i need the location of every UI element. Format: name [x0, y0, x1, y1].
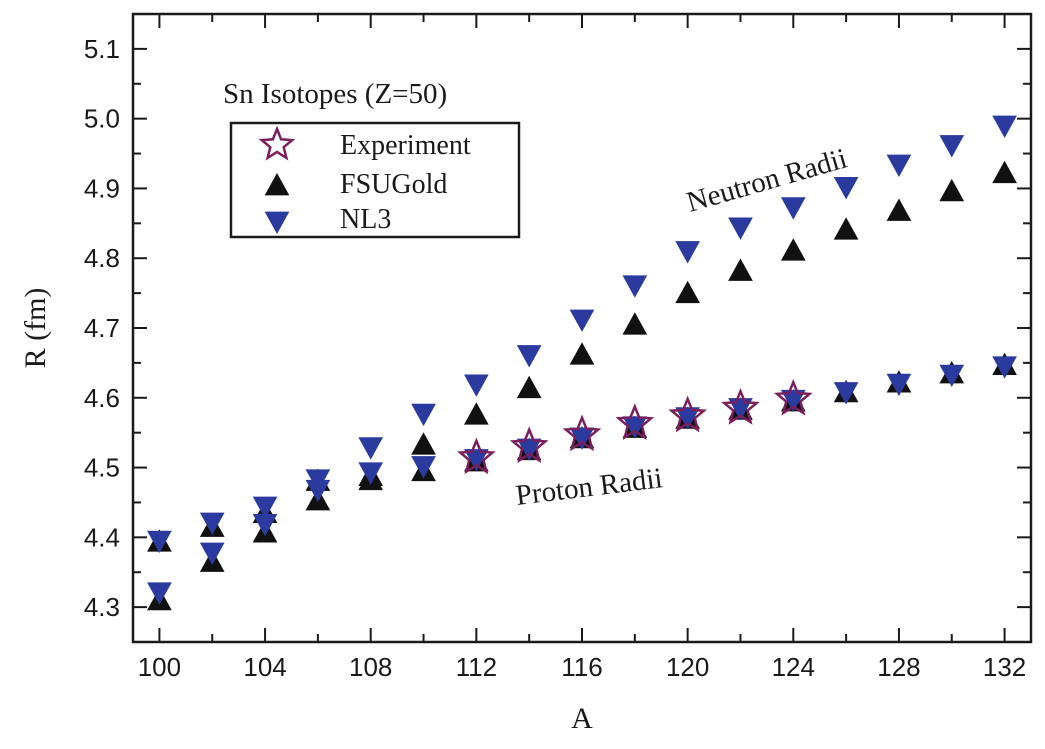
fsugold-point: [675, 280, 700, 304]
y-tick-label: 5.1: [84, 34, 120, 64]
x-tick-label: 108: [349, 652, 392, 682]
nl3-point: [569, 309, 595, 332]
legend-marker-experiment: [258, 125, 296, 161]
tick-labels: 100 104 108 112 116 120 124 128 132 4.3 4.4 4.5 4.6 4…: [84, 34, 1026, 682]
nl3-point: [305, 479, 331, 503]
y-tick-label: 4.5: [84, 453, 120, 483]
legend-label-fsugold: FSUGold: [340, 169, 447, 200]
y-tick-label: 5.0: [84, 104, 120, 134]
x-tick-label: 132: [983, 652, 1026, 682]
nl3-point: [569, 427, 595, 450]
nl3-point: [939, 364, 965, 388]
legend-label-experiment: Experiment: [340, 130, 471, 161]
legend-label-nl3: NL3: [340, 204, 391, 235]
experiment-point: [457, 437, 496, 475]
plot-frame: [131, 12, 1033, 644]
nl3-point: [464, 374, 489, 397]
x-tick-label: 116: [561, 652, 602, 682]
nl3-point: [833, 176, 859, 200]
fsugold-point: [833, 217, 859, 240]
x-tick-label: 124: [772, 652, 815, 682]
fsugold-point: [992, 160, 1017, 184]
x-tick-label: 112: [456, 652, 497, 682]
nl3-point: [252, 514, 278, 537]
fsugold-point: [569, 342, 595, 365]
tick-marks: [133, 13, 1031, 643]
experiment-point: [668, 395, 707, 433]
experiment-point: [615, 403, 655, 440]
nl3-point: [622, 416, 648, 439]
nl3-point: [464, 449, 489, 472]
nl3-point: [516, 438, 542, 462]
nl3-point: [411, 403, 436, 427]
x-tick-label: 120: [666, 652, 709, 682]
fsugold-point: [728, 258, 753, 281]
nl3-point: [992, 115, 1017, 138]
nl3-point: [833, 382, 859, 405]
nl3-point: [675, 407, 700, 430]
nl3-point: [252, 496, 278, 519]
nl3-point: [199, 512, 225, 535]
experiment-point: [562, 414, 602, 452]
legend-marker-nl3: [264, 211, 290, 234]
annotation-neutron-radii: Neutron Radii: [683, 142, 851, 218]
fsugold-point: [411, 432, 436, 455]
nl3-point: [147, 530, 172, 554]
nl3-point: [780, 389, 806, 413]
legend: Experiment FSUGold NL3: [229, 121, 521, 239]
x-tick-label: 100: [138, 652, 181, 682]
fsugold-point: [780, 238, 806, 261]
x-tick-label: 128: [877, 652, 920, 682]
nl3-point: [358, 437, 384, 460]
y-tick-label: 4.3: [84, 592, 120, 622]
nl3-point: [780, 197, 806, 220]
y-tick-label: 4.9: [84, 173, 120, 203]
nl3-point: [622, 275, 648, 298]
nl3-point: [886, 373, 912, 397]
legend-markers: [258, 125, 296, 234]
fsugold-point: [886, 198, 912, 221]
experiment-point: [773, 378, 813, 416]
nl3-point: [886, 154, 912, 178]
fsugold-point: [939, 178, 965, 202]
fsugold-point: [464, 402, 489, 425]
nl3-point: [728, 217, 753, 240]
nl3-point: [516, 345, 542, 368]
chart-title: Sn Isotopes (Z=50): [223, 78, 447, 110]
experiment-point: [509, 426, 549, 464]
nl3-point: [147, 582, 172, 605]
nl3-point: [411, 456, 436, 479]
fsugold-point: [516, 375, 542, 399]
nl3-point: [939, 135, 965, 158]
data-points: [147, 115, 1017, 611]
y-tick-label: 4.8: [84, 243, 120, 273]
annotation-proton-radii: Proton Radii: [514, 462, 664, 512]
nl3-point: [199, 542, 225, 565]
experiment-point: [721, 387, 760, 425]
y-tick-label: 4.6: [84, 383, 120, 413]
nl3-point: [728, 398, 753, 421]
nl3-point: [358, 462, 384, 485]
y-tick-label: 4.7: [84, 313, 120, 343]
legend-marker-fsugold: [264, 173, 290, 196]
nl3-point: [992, 356, 1017, 379]
x-tick-label: 104: [243, 652, 286, 682]
y-axis-title: R (fm): [19, 288, 52, 369]
nl3-point: [675, 241, 700, 264]
y-tick-label: 4.4: [84, 522, 120, 552]
fsugold-point: [622, 312, 648, 335]
x-axis-title: A: [571, 702, 593, 735]
